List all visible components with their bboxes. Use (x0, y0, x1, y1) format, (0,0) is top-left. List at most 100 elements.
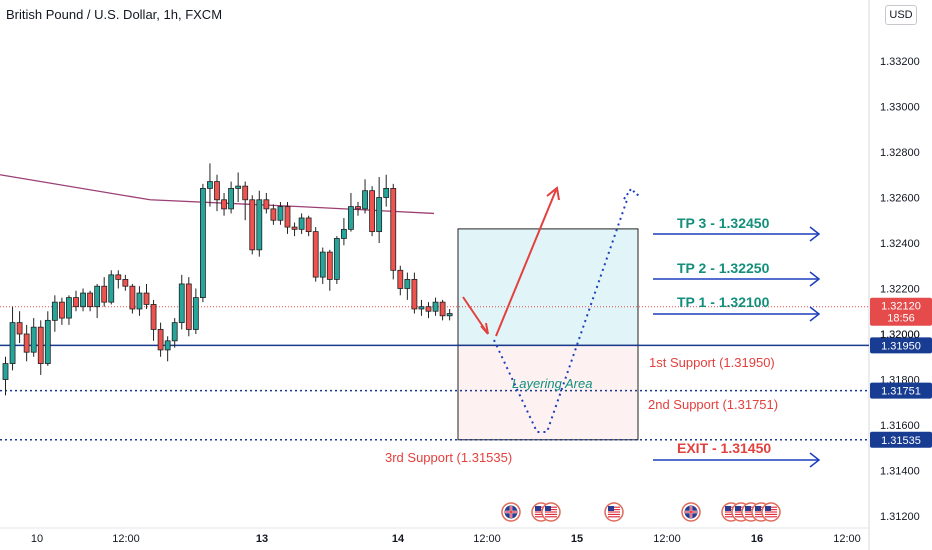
tp2-arrow[interactable] (653, 271, 821, 287)
price-axis[interactable]: 1.312001.314001.316001.318001.320001.322… (880, 56, 920, 523)
level-tag-2[interactable]: 1.31751 (870, 382, 932, 399)
candle[interactable] (348, 192, 354, 232)
layering-area-label: Layering Area (512, 376, 592, 391)
candle[interactable] (390, 183, 397, 280)
candle[interactable] (263, 192, 270, 214)
candle[interactable] (355, 202, 361, 216)
candle[interactable] (376, 177, 383, 243)
candle[interactable] (59, 297, 65, 325)
candle[interactable] (439, 299, 446, 321)
layering-scenario-path[interactable] (493, 196, 629, 433)
level-tag-3-value: 1.31535 (881, 435, 921, 447)
tp3-label: TP 3 - 1.32450 (677, 215, 770, 231)
candle[interactable] (221, 192, 227, 216)
candle[interactable] (80, 288, 86, 312)
candle[interactable] (136, 286, 143, 316)
candle[interactable] (171, 318, 178, 348)
candle[interactable] (298, 213, 305, 234)
candle[interactable] (235, 172, 242, 203)
candle[interactable] (23, 324, 30, 362)
candle[interactable] (164, 336, 171, 362)
candle[interactable] (108, 270, 115, 305)
tp1-arrow[interactable] (653, 306, 821, 322)
time-tick: 10 (31, 533, 43, 545)
candle[interactable] (362, 179, 368, 214)
tp3-arrow[interactable] (653, 226, 821, 242)
candle[interactable] (242, 181, 249, 221)
candle[interactable] (2, 356, 9, 396)
current-price-value: 1.32120 (881, 301, 921, 313)
candle[interactable] (185, 277, 192, 337)
us-event-icon[interactable] (541, 502, 561, 522)
candle[interactable] (143, 283, 150, 309)
candle[interactable] (122, 274, 129, 291)
candle[interactable] (418, 299, 425, 316)
candle[interactable] (312, 227, 319, 282)
time-tick: 13 (256, 533, 268, 545)
us-event-icon[interactable] (604, 502, 624, 522)
candle[interactable] (270, 204, 277, 225)
current-price-tag[interactable]: 1.32120 18:56 (870, 297, 932, 326)
price-tick: 1.32800 (880, 147, 920, 159)
candle[interactable] (446, 308, 453, 321)
candle[interactable] (199, 183, 206, 303)
candle[interactable] (432, 297, 439, 316)
candle[interactable] (326, 249, 333, 291)
economic-events[interactable] (501, 502, 781, 522)
level-tag-3[interactable]: 1.31535 (870, 431, 932, 448)
time-tick: 12:00 (112, 533, 140, 545)
candle[interactable] (425, 302, 432, 319)
candle[interactable] (101, 277, 108, 307)
candle[interactable] (94, 283, 101, 319)
candle[interactable] (214, 174, 220, 212)
currency-button[interactable]: USD (885, 5, 917, 25)
level-tag-1[interactable]: 1.31950 (870, 337, 932, 354)
candle[interactable] (228, 181, 235, 214)
candle[interactable] (87, 290, 93, 312)
time-axis[interactable]: 10 12:00 13 14 12:00 15 12:00 16 12:00 (31, 533, 861, 545)
us-event-icon[interactable] (761, 502, 781, 522)
candle[interactable] (73, 290, 79, 312)
candle[interactable] (44, 311, 51, 366)
candle[interactable] (66, 295, 72, 325)
candle[interactable] (319, 247, 326, 284)
candle[interactable] (256, 190, 263, 257)
candle[interactable] (383, 174, 390, 207)
candle[interactable] (333, 236, 340, 284)
layering-zone[interactable] (457, 344, 639, 441)
second-support-label: 2nd Support (1.31751) (648, 397, 778, 412)
candle[interactable] (207, 163, 213, 207)
candle[interactable] (16, 311, 23, 344)
dip-arrow[interactable] (462, 296, 489, 335)
candle[interactable] (369, 186, 376, 237)
candle[interactable] (277, 202, 284, 225)
candle[interactable] (150, 299, 157, 341)
price-tick: 1.32400 (880, 238, 920, 250)
candle[interactable] (51, 295, 58, 332)
candle[interactable] (404, 272, 411, 300)
candle[interactable] (178, 274, 185, 330)
candle[interactable] (129, 283, 136, 314)
candle[interactable] (284, 202, 291, 234)
candle[interactable] (305, 215, 312, 237)
candle[interactable] (397, 265, 404, 296)
candle[interactable] (249, 195, 256, 255)
candle[interactable] (411, 272, 418, 314)
candle[interactable] (291, 222, 298, 237)
candle[interactable] (157, 322, 164, 357)
candle[interactable] (340, 217, 347, 246)
uk-event-icon[interactable] (501, 502, 521, 522)
bullish-scenario-line[interactable] (495, 189, 557, 337)
take-profit-zone[interactable] (457, 228, 639, 346)
time-tick: 15 (571, 533, 583, 545)
exit-arrow[interactable] (653, 452, 821, 468)
candles[interactable] (2, 163, 453, 396)
candle[interactable] (115, 270, 122, 289)
candle[interactable] (192, 288, 199, 335)
candle[interactable] (37, 320, 44, 375)
uk-event-icon[interactable] (681, 502, 701, 522)
candle[interactable] (30, 318, 37, 357)
time-tick: 12:00 (473, 533, 501, 545)
candle[interactable] (9, 306, 16, 371)
